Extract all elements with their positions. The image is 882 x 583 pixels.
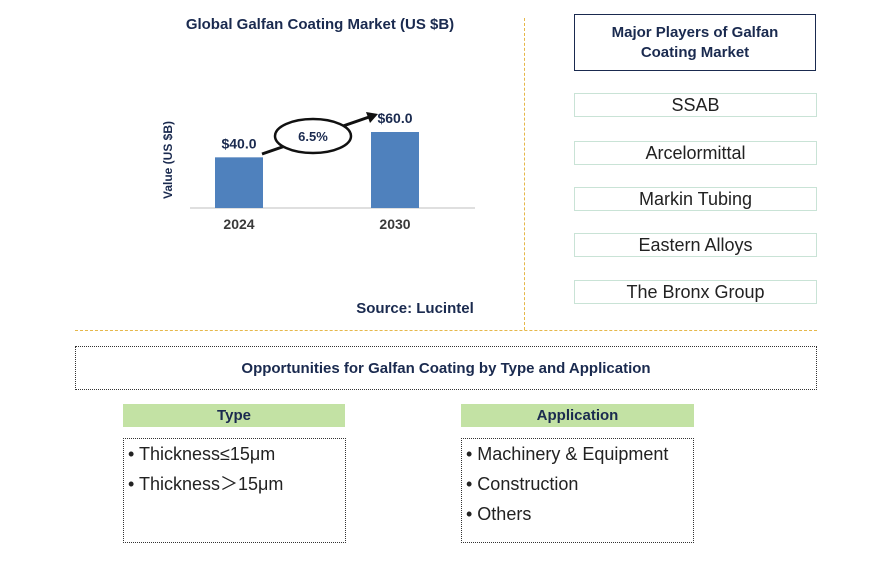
player-item: Eastern Alloys	[574, 233, 817, 257]
application-item: • Others	[466, 504, 532, 524]
application-item: • Machinery & Equipment	[466, 444, 669, 464]
x-tick-label: 2030	[379, 216, 410, 232]
cagr-label: 6.5%	[298, 129, 328, 144]
bar-value-label: $60.0	[377, 110, 412, 126]
cagr-arrowhead	[366, 112, 378, 123]
players-title: Major Players of Galfan Coating Market	[574, 14, 816, 71]
type-list: • Thickness≤15μm • Thickness＞15μm	[123, 438, 346, 543]
horizontal-divider	[75, 330, 817, 331]
bar-2024	[215, 157, 263, 208]
player-item: Arcelormittal	[574, 141, 817, 165]
y-axis-label: Value (US $B)	[161, 121, 175, 199]
bar-2030	[371, 132, 419, 208]
source-label: Source: Lucintel	[356, 300, 474, 317]
bar-value-label: $40.0	[221, 135, 256, 151]
application-heading: Application	[461, 404, 694, 427]
player-item: Markin Tubing	[574, 187, 817, 211]
type-item: • Thickness＞15μm	[128, 474, 284, 494]
type-heading: Type	[123, 404, 345, 427]
application-item: • Construction	[466, 474, 579, 494]
player-item: The Bronx Group	[574, 280, 817, 304]
vertical-divider	[524, 18, 525, 330]
x-tick-label: 2024	[223, 216, 254, 232]
bar-chart: Value (US $B) $40.0 2024 $60.0 2030 6.5%	[161, 110, 475, 232]
type-item: • Thickness≤15μm	[128, 444, 276, 464]
chart-title: Global Galfan Coating Market (US $B)	[185, 16, 455, 33]
cagr-ellipse	[273, 117, 353, 155]
opportunities-title: Opportunities for Galfan Coating by Type…	[75, 346, 817, 390]
application-list: • Machinery & Equipment • Construction •…	[461, 438, 694, 543]
player-item: SSAB	[574, 93, 817, 117]
